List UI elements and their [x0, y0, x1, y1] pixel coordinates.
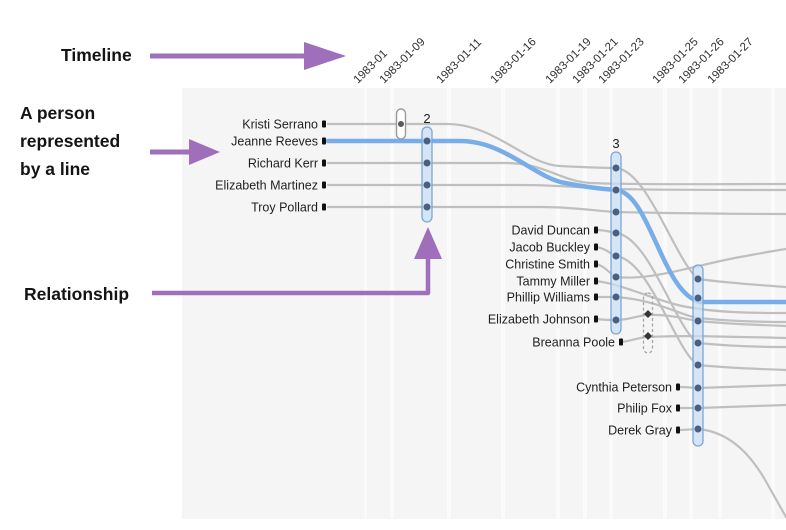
person-name-troy-pollard[interactable]: Troy Pollard [251, 201, 318, 215]
relationship-member-dot [694, 317, 702, 325]
person-line-phillip-williams[interactable] [594, 295, 786, 324]
person-annotation-line3: by a line [20, 159, 91, 179]
person-name-marker [594, 277, 598, 285]
relationship-count-label: 2 [423, 111, 430, 126]
timeline-column-band [182, 88, 364, 519]
relationship-member-dot [612, 316, 620, 324]
timeline-annotation-label: Timeline [61, 45, 132, 65]
relationship-member-dot [612, 293, 620, 301]
person-name-jeanne-reeves[interactable]: Jeanne Reeves [231, 135, 318, 149]
relationship-capsule-blue[interactable] [692, 264, 704, 447]
relationship-event-diamond [644, 332, 652, 340]
relationship-member-dot [612, 273, 620, 281]
person-name-marker [322, 203, 326, 211]
relationship-member-dot [694, 425, 702, 433]
person-name-elizabeth-martinez[interactable]: Elizabeth Martinez [215, 179, 318, 193]
person-name-richard-kerr[interactable]: Richard Kerr [248, 157, 318, 171]
person-name-marker [594, 293, 598, 301]
person-name-marker [676, 426, 680, 434]
person-name-derek-gray[interactable]: Derek Gray [608, 424, 673, 438]
relationship-member-dot [694, 404, 702, 412]
person-arrow-head-icon [189, 139, 220, 165]
person-name-marker [619, 338, 623, 346]
person-line-david-duncan[interactable] [594, 228, 786, 349]
timeline-column-band [587, 88, 609, 519]
person-name-christine-smith[interactable]: Christine Smith [505, 258, 590, 272]
person-name-marker [594, 243, 598, 251]
person-name-marker [594, 260, 598, 268]
person-name-marker [322, 159, 326, 167]
person-name-marker [676, 404, 680, 412]
person-name-kristi-serrano[interactable]: Kristi Serrano [242, 118, 318, 132]
relationship-arrow-shaft [152, 257, 431, 296]
timeline-column-band [367, 88, 390, 519]
person-annotation-line2: represented [20, 131, 121, 151]
relationship-member-dot [612, 208, 620, 216]
relationship-capsule-blue[interactable] [610, 151, 622, 335]
annotation-arrows [150, 42, 442, 296]
person-name-marker [594, 315, 598, 323]
person-name-philip-fox[interactable]: Philip Fox [617, 402, 673, 416]
person-line-derek-gray[interactable] [676, 427, 786, 519]
person-name-tammy-miller[interactable]: Tammy Miller [516, 275, 590, 289]
relationship-event-diamond [644, 310, 652, 318]
timeline-column-band [667, 88, 689, 519]
relationship-member-dot [612, 186, 620, 194]
person-line-jacob-buckley[interactable] [594, 245, 786, 372]
person-line-troy-pollard[interactable] [326, 205, 786, 216]
person-annotation-label: A person represented by a line [20, 99, 120, 183]
person-annotation-line1: A person [20, 103, 96, 123]
relationship-capsule-blue[interactable] [421, 126, 433, 223]
relationship-member-dot [612, 229, 620, 237]
person-name-cynthia-peterson[interactable]: Cynthia Peterson [576, 381, 672, 395]
person-name-marker [594, 226, 598, 234]
relationship-member-dot [694, 339, 702, 347]
person-name-marker [322, 120, 326, 128]
person-name-breanna-poole[interactable]: Breanna Poole [532, 336, 615, 350]
person-name-david-duncan[interactable]: David Duncan [511, 224, 590, 238]
person-name-labels: Kristi Serrano Jeanne Reeves Richard Kerr E… [215, 118, 680, 438]
date-label-1983-01-11: 1983-01-11 [435, 37, 484, 86]
relationship-member-dot [612, 164, 620, 172]
relationship-member-dot [612, 252, 620, 260]
date-label-1983-01-16: 1983-01-16 [489, 36, 539, 86]
relationship-member-dot [398, 121, 404, 127]
relationship-member-dot [423, 137, 431, 145]
relationship-member-dot [694, 294, 702, 302]
relationship-count-label: 3 [612, 136, 619, 151]
person-name-marker [322, 137, 326, 145]
relationship-capsule-dashed[interactable] [642, 292, 654, 354]
relationship-member-dot [694, 361, 702, 369]
timeline-column-band [394, 88, 447, 519]
person-line-tammy-miller[interactable] [594, 279, 786, 315]
relationship-member-dot [423, 181, 431, 189]
person-line-christine-smith[interactable] [594, 247, 786, 279]
person-name-phillip-williams[interactable]: Phillip Williams [507, 291, 590, 305]
relationship-member-dot [423, 203, 431, 211]
timeline-arrow-head-icon [304, 42, 346, 70]
person-name-jacob-buckley[interactable]: Jacob Buckley [509, 241, 590, 255]
relationship-arrow-head-icon [414, 227, 442, 259]
timeline-column-band [451, 88, 501, 519]
relationship-annotation-label: Relationship [24, 284, 130, 304]
relationship-member-dot [694, 275, 702, 283]
relationship-member-dot [694, 384, 702, 392]
person-line-breanna-poole[interactable] [619, 334, 786, 344]
person-name-elizabeth-johnson[interactable]: Elizabeth Johnson [488, 313, 590, 327]
person-name-marker [676, 383, 680, 391]
relationship-member-dot [423, 159, 431, 167]
person-name-marker [322, 181, 326, 189]
timeline-column-band [560, 88, 583, 519]
person-line-richard-kerr[interactable] [326, 161, 786, 186]
person-line-jeanne-reeves[interactable] [325, 138, 786, 305]
relationship-capsules: 23 [395, 108, 704, 447]
